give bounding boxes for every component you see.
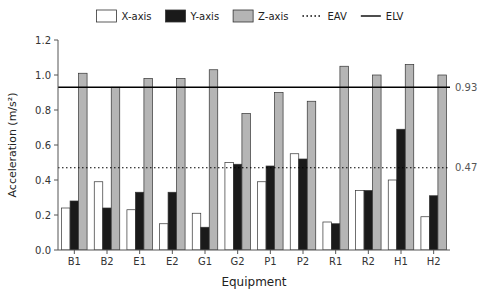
bar [397, 129, 405, 250]
legend-swatch [166, 10, 186, 22]
legend-item: EAV [302, 11, 347, 22]
reference-label: 0.47 [455, 162, 477, 173]
bar [242, 114, 250, 251]
y-tick [54, 75, 58, 76]
bar [225, 163, 233, 251]
bar [429, 196, 437, 250]
x-tick-label: E2 [166, 256, 179, 267]
legend-item: X-axis [97, 10, 152, 22]
x-tick [74, 250, 75, 254]
bar [340, 66, 348, 250]
y-tick-label: 0.6 [35, 140, 51, 151]
bar [438, 75, 446, 250]
x-tick-label: R1 [329, 256, 342, 267]
legend-label: X-axis [122, 11, 152, 22]
reference-line [58, 167, 450, 168]
bar [388, 180, 396, 250]
legend-label: ELV [386, 11, 404, 22]
x-tick [368, 250, 369, 254]
bar [135, 192, 143, 250]
x-tick-label: P1 [264, 256, 276, 267]
y-tick-label: 0.2 [35, 210, 51, 221]
reference-line [58, 87, 450, 88]
x-axis-line [58, 250, 450, 251]
y-tick-label: 0.8 [35, 105, 51, 116]
bar [79, 73, 87, 250]
y-tick [54, 180, 58, 181]
y-tick [54, 250, 58, 251]
x-tick-label: H1 [394, 256, 408, 267]
legend-swatch [233, 10, 253, 22]
x-tick-label: G2 [231, 256, 245, 267]
legend-item: Z-axis [233, 10, 288, 22]
x-tick-label: P2 [297, 256, 309, 267]
bar [177, 79, 185, 251]
bar [258, 182, 266, 250]
x-tick-label: B1 [68, 256, 81, 267]
x-tick [335, 250, 336, 254]
bar [144, 79, 152, 251]
x-tick [237, 250, 238, 254]
y-tick-label: 0.4 [35, 175, 51, 186]
legend-label: Y-axis [190, 11, 220, 22]
x-tick [401, 250, 402, 254]
bar [307, 101, 315, 250]
bar [323, 222, 331, 250]
x-tick-label: E1 [133, 256, 146, 267]
x-tick [172, 250, 173, 254]
bar [192, 213, 200, 250]
legend-label: EAV [327, 11, 347, 22]
legend-item: ELV [361, 11, 404, 22]
x-tick-label: H2 [427, 256, 441, 267]
legend-item: Y-axis [166, 10, 220, 22]
bar [111, 87, 119, 250]
legend: X-axis Y-axis Z-axis EAV ELV [97, 10, 404, 22]
bar [233, 164, 241, 250]
bars [58, 65, 450, 251]
bar [168, 192, 176, 250]
bar [127, 210, 135, 250]
bar [62, 208, 70, 250]
bar [209, 70, 217, 250]
bar [94, 182, 102, 250]
x-tick [139, 250, 140, 254]
bar [266, 166, 274, 250]
y-tick [54, 145, 58, 146]
chart: 0.0 0.2 0.4 0.6 0.8 1.0 1.2 0.47 0.93 B1 B2 E1 E2 G1 G… [0, 0, 500, 306]
y-tick-label: 0.0 [35, 245, 51, 256]
legend-swatch [302, 15, 322, 16]
x-tick [433, 250, 434, 254]
bar [373, 75, 381, 250]
y-tick-label: 1.2 [35, 35, 51, 46]
bar [275, 93, 283, 251]
bar [160, 224, 168, 250]
y-axis-label: Acceleration (m/s²) [6, 93, 19, 198]
bar [405, 65, 413, 251]
bar [103, 208, 111, 250]
bar [421, 217, 429, 250]
y-tick [54, 110, 58, 111]
bar [364, 191, 372, 251]
y-axis-line [58, 40, 59, 250]
bar [331, 224, 339, 250]
x-axis-label: Equipment [221, 275, 286, 289]
bar [201, 227, 209, 250]
bar [70, 201, 78, 250]
legend-swatch [361, 15, 381, 16]
y-tick [54, 215, 58, 216]
x-tick-label: R2 [362, 256, 375, 267]
bar [299, 159, 307, 250]
x-tick [270, 250, 271, 254]
y-tick-label: 1.0 [35, 70, 51, 81]
legend-label: Z-axis [258, 11, 288, 22]
y-tick [54, 40, 58, 41]
x-tick [107, 250, 108, 254]
x-tick-label: G1 [198, 256, 212, 267]
x-tick-label: B2 [100, 256, 113, 267]
x-tick [303, 250, 304, 254]
bar [356, 191, 364, 251]
legend-swatch [97, 10, 117, 22]
reference-label: 0.93 [455, 82, 477, 93]
x-tick [205, 250, 206, 254]
